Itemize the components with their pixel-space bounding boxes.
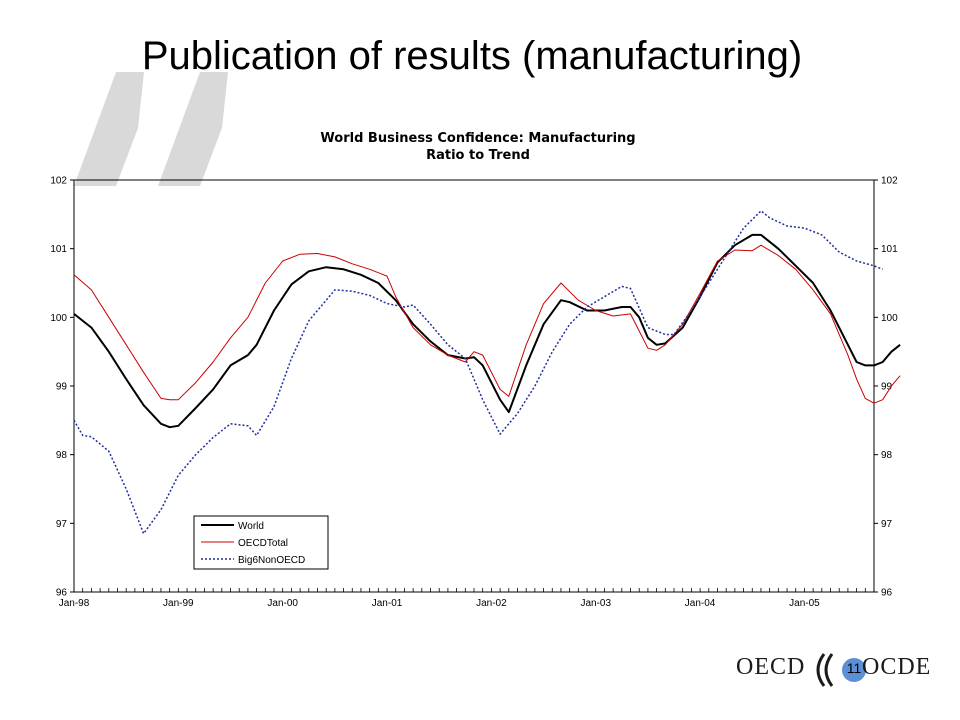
- x-tick-label: Jan-05: [789, 598, 820, 609]
- y-tick-label-left: 102: [50, 176, 67, 187]
- y-tick-label-right: 102: [881, 176, 898, 187]
- y-tick-label-right: 99: [881, 382, 893, 393]
- y-tick-label-left: 100: [50, 313, 67, 324]
- series-layer: [73, 210, 901, 535]
- x-axis: Jan-98 Jan-99 Jan-00 Jan-01 Jan-02 Jan-03 Jan-…: [59, 588, 875, 609]
- y-axis-right: 96 97 98 99 100 101 102: [874, 176, 898, 599]
- logo-text-oecd: OECD: [736, 654, 806, 680]
- legend-label-big6nonoecd: Big6NonOECD: [238, 555, 305, 566]
- logo-text-ocde: OCDE: [862, 654, 932, 680]
- legend-label-world: World: [238, 521, 264, 532]
- oecd-emblem-icon: [816, 653, 866, 687]
- legend-label-oecdtotal: OECDTotal: [238, 538, 288, 549]
- y-tick-label-right: 100: [881, 313, 898, 324]
- quote-mark-decoration: [74, 72, 228, 186]
- page-number: 11: [846, 660, 862, 676]
- series-line-big6nonoecd: [73, 210, 883, 535]
- y-tick-label-left: 98: [56, 450, 68, 461]
- y-tick-label-right: 98: [881, 450, 893, 461]
- series-line-oecdtotal: [73, 244, 901, 404]
- oecd-logo: OECD 11 OCDE: [736, 650, 936, 690]
- x-tick-label: Jan-04: [685, 598, 716, 609]
- y-tick-label-left: 96: [56, 588, 68, 599]
- y-tick-label-right: 97: [881, 519, 893, 530]
- legend: World OECDTotal Big6NonOECD: [193, 515, 329, 570]
- x-tick-label: Jan-00: [267, 598, 298, 609]
- y-tick-label-right: 96: [881, 588, 893, 599]
- y-tick-label-left: 97: [56, 519, 68, 530]
- x-tick-label: Jan-99: [163, 598, 194, 609]
- y-tick-label-left: 101: [50, 244, 67, 255]
- y-tick-label-left: 99: [56, 382, 68, 393]
- series-line-world: [73, 233, 901, 429]
- slide-title: Publication of results (manufacturing): [141, 34, 803, 78]
- x-tick-label: Jan-03: [580, 598, 611, 609]
- chart-title: World Business Confidence: Manufacturing: [320, 131, 635, 146]
- x-tick-label: Jan-98: [59, 598, 90, 609]
- chart-subtitle: Ratio to Trend: [426, 148, 530, 163]
- x-tick-label: Jan-01: [372, 598, 403, 609]
- y-tick-label-right: 101: [881, 244, 898, 255]
- y-axis-left: 96 97 98 99 100 101 102: [50, 176, 74, 599]
- x-tick-label: Jan-02: [476, 598, 507, 609]
